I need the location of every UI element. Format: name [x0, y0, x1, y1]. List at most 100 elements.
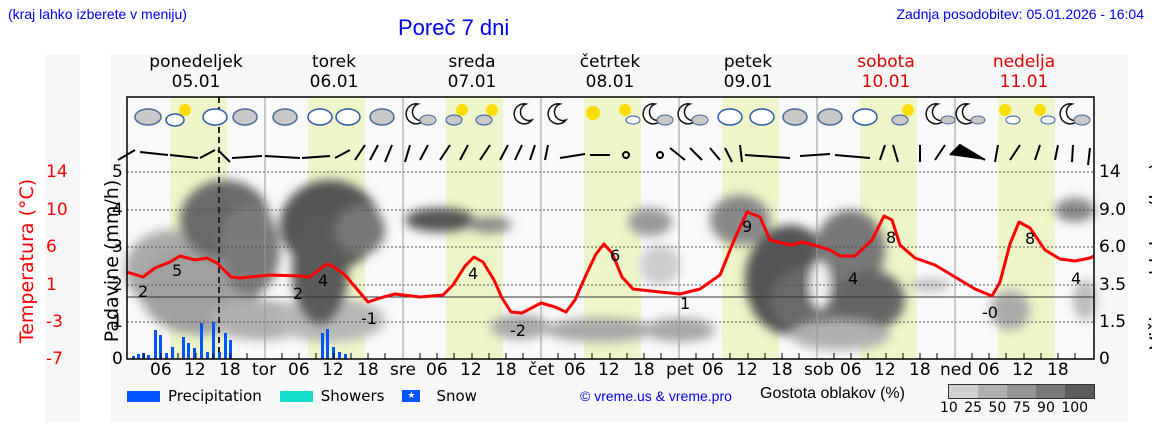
x-label: 06 [150, 360, 172, 380]
cloud-tick: 9.0 [1099, 200, 1127, 220]
cloud-icon [272, 108, 298, 126]
temp-tick: 14 [46, 162, 68, 182]
svg-text:4: 4 [468, 264, 478, 283]
temp-value-labels: 25 24 -1 4-2 61 9 48 -084 [138, 217, 1081, 340]
x-ticks [143, 353, 1076, 359]
cloud-icon [232, 108, 258, 126]
wind-barbs [117, 143, 1091, 166]
cloud-icon [369, 108, 395, 126]
moon-icon [677, 103, 709, 126]
x-label: 06 [840, 360, 862, 380]
prec-tick: 2 [112, 275, 123, 295]
svg-text:2: 2 [138, 282, 148, 301]
moon-icon [1059, 103, 1091, 126]
svg-text:6: 6 [610, 246, 620, 265]
day-header: sreda 07.01 [447, 52, 497, 92]
page-title: Poreč 7 dni [398, 15, 510, 40]
cloud-tick: 14 [1099, 162, 1121, 182]
x-label: 18 [495, 360, 517, 380]
day-header: torek 06.01 [309, 52, 359, 92]
x-label: 12 [874, 360, 896, 380]
prec-tick: 4 [112, 200, 123, 220]
x-label: 18 [909, 360, 931, 380]
sun-icon [165, 104, 191, 127]
svg-text:-2: -2 [510, 321, 526, 340]
cloud-icon [817, 108, 843, 126]
moon-icon [955, 103, 986, 125]
day-header: ponedeljek 05.01 [149, 52, 243, 92]
cloud-density-title: Gostota oblakov (%) [760, 385, 905, 402]
x-label: 06 [564, 360, 586, 380]
svg-text:1: 1 [680, 294, 690, 313]
x-label: sob [804, 360, 835, 380]
x-label: 06 [288, 360, 310, 380]
legend-precipitation: Precipitation [127, 387, 262, 405]
temp-tick: 1 [46, 275, 57, 295]
x-label: 18 [633, 360, 655, 380]
x-label: pet [666, 360, 694, 380]
moon-icon [547, 103, 569, 125]
sun-icon [586, 106, 600, 120]
cloud-icon [717, 108, 743, 126]
weather-icons [134, 103, 1091, 127]
x-label: 12 [184, 360, 206, 380]
day-header: sobota 10.01 [857, 52, 915, 92]
cloud-tick: 6.0 [1099, 237, 1127, 257]
moon-icon [642, 103, 674, 126]
last-updated: Zadnja posodobitev: 05.01.2026 - 16:04 [896, 6, 1144, 22]
svg-text:-1: -1 [361, 309, 377, 328]
x-label: 12 [322, 360, 344, 380]
temp-tick: -3 [46, 312, 63, 332]
cloud-density-scale [948, 384, 1095, 399]
svg-text:5: 5 [172, 261, 182, 280]
svg-text:9: 9 [742, 217, 752, 236]
x-label: 18 [357, 360, 379, 380]
sun-icon [475, 104, 498, 126]
gridlines [127, 171, 1094, 323]
x-label: 12 [736, 360, 758, 380]
prec-tick: 0 [112, 349, 123, 369]
cloud-icon [134, 108, 162, 126]
x-label: 12 [1012, 360, 1034, 380]
cloud-icon [202, 108, 228, 126]
x-label: ned [940, 360, 973, 380]
temp-tick: 10 [46, 200, 68, 220]
cloud-icon [307, 108, 333, 126]
svg-text:4: 4 [318, 271, 328, 290]
cloud-tick: 1.5 [1099, 312, 1127, 332]
moon-icon [405, 103, 437, 126]
svg-text:2: 2 [293, 284, 303, 303]
prec-tick: 5 [112, 162, 123, 182]
x-label: 12 [460, 360, 482, 380]
day-header: petek 09.01 [723, 52, 773, 92]
sun-icon [445, 104, 468, 126]
temp-tick: -7 [46, 349, 63, 369]
x-label: 18 [219, 360, 241, 380]
precipitation-swatch [127, 390, 160, 402]
x-label: 06 [426, 360, 448, 380]
snow-star-icon: ★ [402, 390, 421, 402]
moon-icon [925, 103, 956, 125]
cloud-icon [749, 108, 775, 126]
legend: Precipitation Showers ★ Snow [127, 387, 495, 405]
prec-tick: 1 [112, 312, 123, 332]
sun-icon [891, 104, 914, 126]
x-label: 12 [598, 360, 620, 380]
cloud-icon [335, 108, 361, 126]
sun-icon [1034, 104, 1056, 125]
copyright-link[interactable]: © vreme.us & vreme.pro [580, 388, 732, 404]
svg-text:-0: -0 [982, 303, 998, 322]
location-hint[interactable]: (kraj lahko izberete v meniju) [8, 6, 187, 22]
x-label: čet [528, 360, 555, 380]
svg-text:4: 4 [848, 269, 858, 288]
x-label: 18 [771, 360, 793, 380]
day-header: nedelja 11.01 [992, 52, 1056, 92]
svg-text:4: 4 [1071, 269, 1081, 288]
svg-text:8: 8 [886, 228, 896, 247]
sun-icon [999, 104, 1021, 125]
cloud-icon [852, 108, 878, 126]
temp-tick: 6 [46, 237, 57, 257]
x-label: 18 [1047, 360, 1069, 380]
temperature-line [126, 210, 1095, 315]
